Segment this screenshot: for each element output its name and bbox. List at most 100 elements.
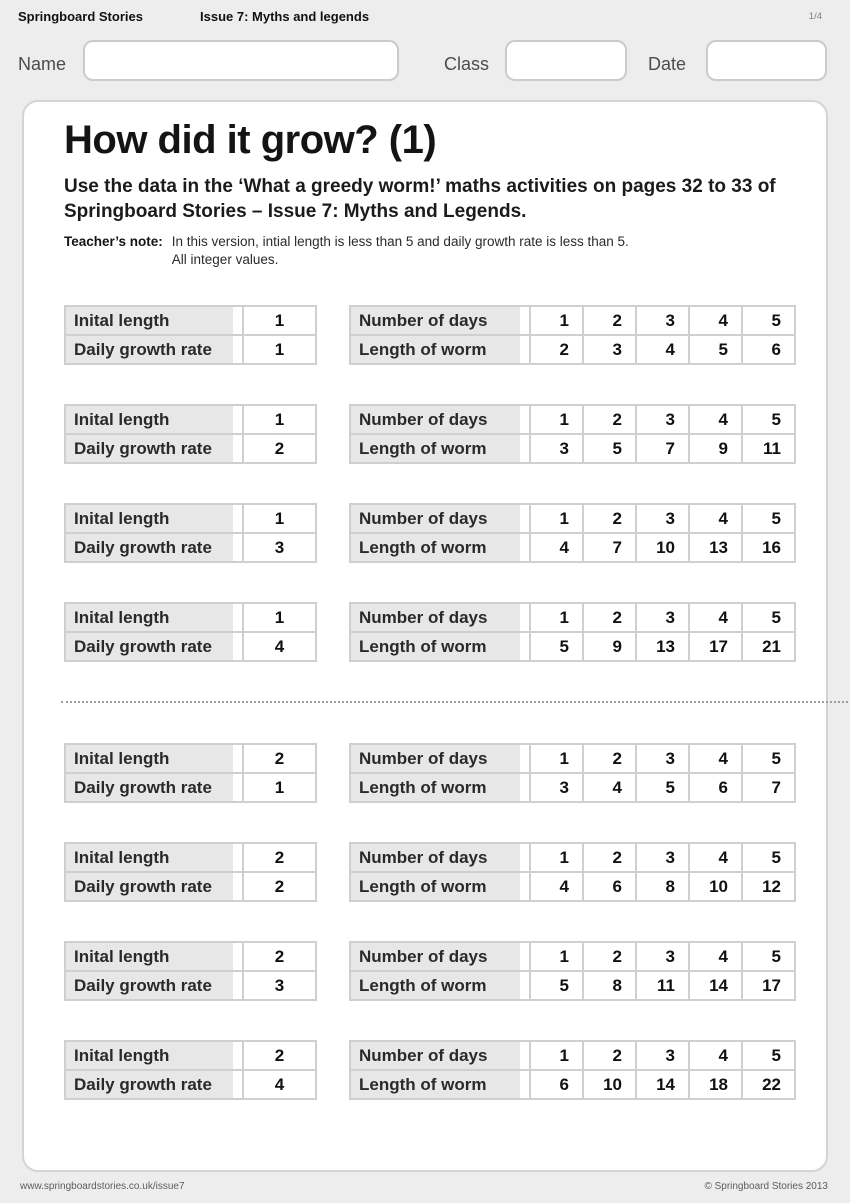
day-value: 5 [741, 941, 796, 973]
worm-length-value: 5 [635, 772, 690, 804]
days-table: Number of days 1 2 3 4 5 Length of worm … [349, 404, 796, 465]
worm-data-set: Inital length 2 Daily growth rate 4 Numb… [64, 1040, 796, 1101]
initial-length-label: Inital length [64, 503, 244, 535]
growth-rate-label: Daily growth rate [64, 1069, 244, 1101]
table-row: Daily growth rate 1 [64, 772, 317, 804]
worm-data-set: Inital length 2 Daily growth rate 2 Numb… [64, 842, 796, 903]
sets-group-initial-2: Inital length 2 Daily growth rate 1 Numb… [64, 743, 796, 1101]
table-row: Inital length 2 [64, 743, 317, 775]
teachers-note-line1: In this version, intial length is less t… [171, 234, 629, 250]
day-value: 3 [635, 404, 690, 436]
params-table: Inital length 1 Daily growth rate 2 [64, 404, 317, 465]
day-value: 4 [688, 602, 743, 634]
day-value: 1 [529, 941, 584, 973]
worm-length-value: 12 [741, 871, 796, 903]
initial-length-value: 2 [242, 842, 317, 874]
number-of-days-label: Number of days [349, 404, 531, 436]
worm-length-value: 7 [741, 772, 796, 804]
growth-rate-value: 2 [242, 433, 317, 465]
day-value: 4 [688, 842, 743, 874]
days-table: Number of days 1 2 3 4 5 Length of worm … [349, 743, 796, 804]
day-value: 1 [529, 1040, 584, 1072]
initial-length-value: 1 [242, 305, 317, 337]
issue-title: Issue 7: Myths and legends [200, 9, 370, 24]
growth-rate-label: Daily growth rate [64, 334, 244, 366]
table-row: Number of days 1 2 3 4 5 [349, 743, 796, 775]
worm-length-value: 17 [741, 970, 796, 1002]
class-input[interactable] [505, 40, 627, 81]
footer: www.springboardstories.co.uk/issue7 © Sp… [20, 1181, 828, 1192]
growth-rate-value: 4 [242, 1069, 317, 1101]
day-value: 4 [688, 743, 743, 775]
worm-length-value: 6 [529, 1069, 584, 1101]
worm-length-value: 14 [688, 970, 743, 1002]
worm-length-value: 6 [741, 334, 796, 366]
worm-length-value: 16 [741, 532, 796, 564]
class-label: Class [444, 54, 490, 74]
table-row: Number of days 1 2 3 4 5 [349, 305, 796, 337]
day-value: 4 [688, 503, 743, 535]
initial-length-label: Inital length [64, 404, 244, 436]
worm-length-value: 10 [582, 1069, 637, 1101]
table-row: Number of days 1 2 3 4 5 [349, 842, 796, 874]
table-row: Daily growth rate 3 [64, 532, 317, 564]
length-of-worm-label: Length of worm [349, 334, 531, 366]
initial-length-label: Inital length [64, 602, 244, 634]
worm-length-value: 6 [688, 772, 743, 804]
length-of-worm-label: Length of worm [349, 532, 531, 564]
params-table: Inital length 2 Daily growth rate 3 [64, 941, 317, 1002]
number-of-days-label: Number of days [349, 743, 531, 775]
worm-data-set: Inital length 2 Daily growth rate 3 Numb… [64, 941, 796, 1002]
table-row: Length of worm 4 7 10 13 16 [349, 532, 796, 564]
growth-rate-label: Daily growth rate [64, 433, 244, 465]
day-value: 2 [582, 602, 637, 634]
worm-length-value: 5 [688, 334, 743, 366]
initial-length-value: 2 [242, 743, 317, 775]
growth-rate-label: Daily growth rate [64, 532, 244, 564]
worm-data-set: Inital length 1 Daily growth rate 1 Numb… [64, 305, 796, 366]
table-row: Inital length 1 [64, 404, 317, 436]
worm-length-value: 10 [688, 871, 743, 903]
day-value: 5 [741, 842, 796, 874]
worm-length-value: 13 [688, 532, 743, 564]
date-input[interactable] [706, 40, 827, 81]
day-value: 3 [635, 743, 690, 775]
worm-data-set: Inital length 1 Daily growth rate 3 Numb… [64, 503, 796, 564]
length-of-worm-label: Length of worm [349, 1069, 531, 1101]
worm-length-value: 3 [529, 772, 584, 804]
table-row: Length of worm 3 5 7 9 11 [349, 433, 796, 465]
params-table: Inital length 2 Daily growth rate 1 [64, 743, 317, 804]
name-label: Name [18, 54, 67, 74]
length-of-worm-label: Length of worm [349, 433, 531, 465]
initial-length-label: Inital length [64, 743, 244, 775]
table-row: Inital length 1 [64, 305, 317, 337]
day-value: 4 [688, 1040, 743, 1072]
params-table: Inital length 2 Daily growth rate 2 [64, 842, 317, 903]
params-table: Inital length 1 Daily growth rate 4 [64, 602, 317, 663]
page-title: How did it grow? (1) [64, 118, 437, 162]
worm-length-value: 4 [635, 334, 690, 366]
table-row: Inital length 1 [64, 602, 317, 634]
number-of-days-label: Number of days [349, 305, 531, 337]
initial-length-label: Inital length [64, 1040, 244, 1072]
days-table: Number of days 1 2 3 4 5 Length of worm … [349, 1040, 796, 1101]
worm-length-value: 22 [741, 1069, 796, 1101]
initial-length-value: 1 [242, 503, 317, 535]
initial-length-label: Inital length [64, 941, 244, 973]
number-of-days-label: Number of days [349, 503, 531, 535]
worm-length-value: 14 [635, 1069, 690, 1101]
day-value: 1 [529, 404, 584, 436]
day-value: 3 [635, 602, 690, 634]
name-input[interactable] [83, 40, 399, 81]
worm-length-value: 3 [582, 334, 637, 366]
days-table: Number of days 1 2 3 4 5 Length of worm … [349, 842, 796, 903]
table-row: Number of days 1 2 3 4 5 [349, 602, 796, 634]
footer-url: www.springboardstories.co.uk/issue7 [20, 1181, 185, 1192]
day-value: 5 [741, 503, 796, 535]
footer-copyright: © Springboard Stories 2013 [704, 1181, 828, 1192]
initial-length-value: 2 [242, 941, 317, 973]
worm-length-value: 5 [582, 433, 637, 465]
growth-rate-value: 4 [242, 631, 317, 663]
number-of-days-label: Number of days [349, 1040, 531, 1072]
day-value: 1 [529, 503, 584, 535]
